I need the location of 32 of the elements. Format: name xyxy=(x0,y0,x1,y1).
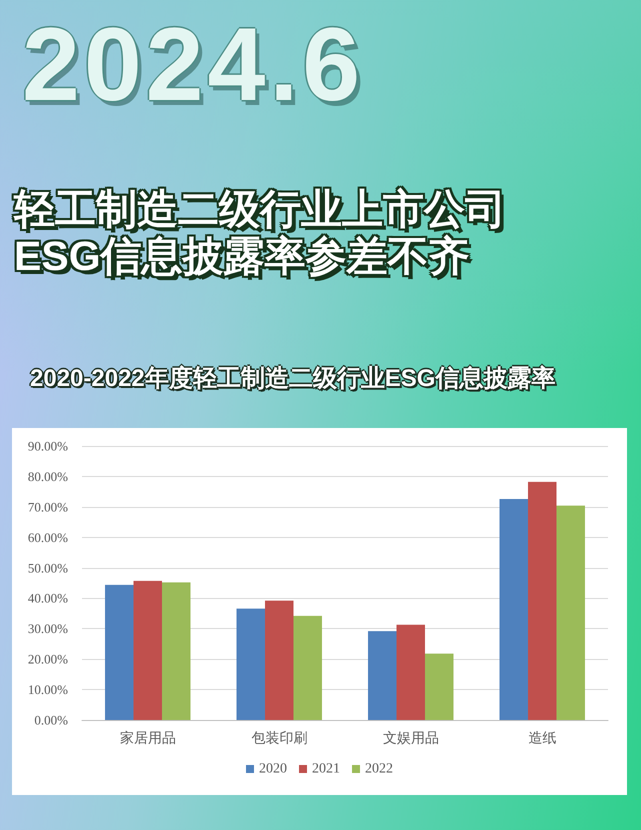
bar xyxy=(236,608,266,720)
bar xyxy=(500,498,528,720)
bar xyxy=(368,631,397,720)
chart-subtitle: 2020-2022年度轻工制造二级行业ESG信息披露率 xyxy=(30,364,556,394)
bar xyxy=(105,584,134,720)
x-tick-label: 家居用品 xyxy=(120,730,176,746)
y-tick-label: 30.00% xyxy=(28,621,68,636)
y-tick-label: 20.00% xyxy=(28,652,68,667)
bar xyxy=(424,654,454,720)
y-tick-label: 80.00% xyxy=(28,468,68,484)
bar xyxy=(556,506,585,720)
bar xyxy=(265,600,294,720)
bar xyxy=(293,616,322,720)
y-tick-label: 10.00% xyxy=(28,682,68,698)
legend-label: 2022 xyxy=(365,762,393,776)
x-tick-label: 文娱用品 xyxy=(382,730,439,746)
y-tick-label: 0.00% xyxy=(34,712,68,728)
y-tick-label: 50.00% xyxy=(28,560,68,576)
y-tick-label: 70.00% xyxy=(28,499,68,514)
y-tick-label: 60.00% xyxy=(28,530,68,545)
bar xyxy=(396,624,425,720)
y-tick-label: 90.00% xyxy=(28,438,68,454)
bar xyxy=(162,582,190,720)
bar xyxy=(134,580,162,720)
x-tick-label: 造纸 xyxy=(528,730,556,746)
chart-title: 轻工制造二级行业上市公司ESG信息披露率参差不齐 xyxy=(14,186,507,280)
bar xyxy=(528,482,556,720)
text: 2024.6 xyxy=(22,7,364,123)
legend-label: 2020 xyxy=(259,762,287,776)
x-tick-label: 包装印刷 xyxy=(251,730,308,746)
legend-label: 2021 xyxy=(312,762,340,776)
y-tick-label: 40.00% xyxy=(28,590,68,606)
